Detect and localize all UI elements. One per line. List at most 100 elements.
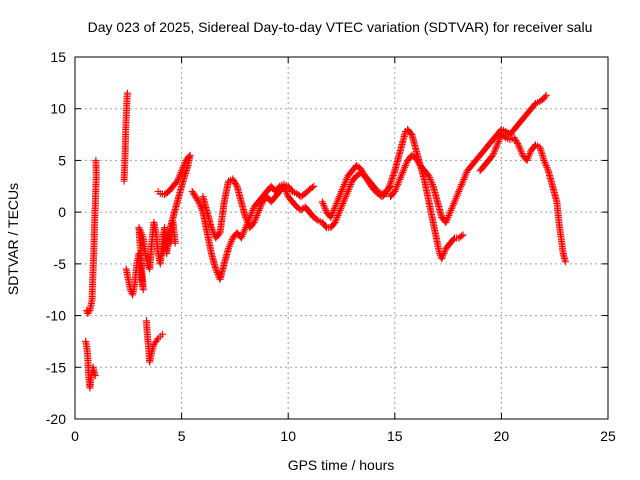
data-point-trace (448, 205, 456, 213)
data-point (442, 218, 450, 226)
data-point (514, 141, 522, 149)
data-point-trace (458, 232, 466, 240)
data-point-trace (341, 194, 349, 202)
data-point-trace (397, 172, 405, 180)
x-tick-label: 10 (280, 428, 296, 444)
data-point-trace (426, 175, 434, 183)
data-point-trace (500, 133, 508, 141)
data-point-trace (402, 160, 410, 168)
data-point (542, 91, 550, 99)
data-point (242, 213, 250, 221)
data-point (450, 198, 458, 206)
data-point (459, 231, 467, 239)
data-point-trace (359, 169, 367, 177)
data-point-trace (196, 201, 204, 209)
data-point (250, 218, 258, 226)
data-point (335, 193, 343, 201)
data-point-trace (158, 251, 166, 259)
x-tick-label: 25 (600, 428, 616, 444)
data-point-trace (281, 184, 289, 192)
data-point (254, 208, 262, 216)
data-point-trace (320, 201, 328, 209)
data-point-trace (242, 215, 250, 223)
data-point-trace (333, 198, 341, 206)
data-point (361, 172, 369, 180)
data-point-trace (248, 208, 256, 216)
data-point-trace (490, 148, 498, 156)
data-point-trace (338, 187, 345, 195)
data-point-trace (139, 232, 147, 240)
data-point-trace (541, 93, 549, 101)
x-tick-label: 5 (178, 428, 186, 444)
data-point-trace (449, 235, 457, 243)
data-point-trace (230, 176, 238, 184)
data-point-trace (338, 203, 345, 211)
data-point-trace (392, 186, 400, 194)
data-point-trace (450, 200, 458, 208)
data-point-trace (384, 184, 392, 192)
axes: 0 5 10 15 20 25 -20 -15 -10 -5 0 5 10 15 (46, 49, 616, 444)
data-point-trace (338, 186, 346, 194)
data-points (82, 89, 569, 392)
data-point-trace (335, 194, 343, 202)
data-point-trace (490, 150, 498, 158)
data-point-trace (443, 215, 451, 223)
data-point-trace (358, 168, 366, 176)
data-point-trace (332, 217, 340, 225)
data-point-trace (226, 241, 234, 249)
data-point-trace (449, 201, 457, 209)
data-point-trace (336, 206, 344, 214)
data-point-trace (243, 217, 251, 225)
data-point-trace (524, 155, 532, 163)
y-tick-label: -20 (46, 411, 66, 427)
data-point-trace (488, 153, 496, 161)
data-point-trace (457, 182, 465, 190)
data-point-trace (453, 193, 461, 201)
data-point (229, 175, 237, 183)
data-point-trace (194, 196, 202, 204)
data-point-trace (333, 213, 341, 221)
data-point-trace (543, 163, 551, 171)
data-point-trace (444, 213, 452, 221)
data-point-trace (363, 175, 371, 183)
data-point-trace (398, 170, 406, 178)
data-point-trace (454, 189, 462, 197)
data-point-trace (401, 162, 409, 170)
data-point-trace (542, 162, 550, 170)
data-point-trace (526, 150, 534, 158)
data-point-trace (396, 174, 404, 182)
data-point-trace (513, 138, 521, 146)
data-point-trace (228, 236, 236, 244)
data-point-trace (249, 220, 257, 228)
data-point (446, 208, 454, 216)
data-point-trace (453, 191, 461, 199)
data-point-trace (227, 239, 235, 247)
data-point-trace (176, 170, 184, 178)
data-point-trace (319, 200, 327, 208)
data-point (158, 330, 166, 338)
data-point-trace (458, 179, 466, 187)
data-point-trace (386, 181, 394, 189)
plot-frame (74, 56, 609, 420)
data-point-trace (339, 200, 347, 208)
data-point-trace (342, 175, 350, 183)
data-point-trace (414, 157, 422, 165)
data-point-trace (463, 168, 471, 176)
data-point-trace (231, 179, 239, 187)
data-point-trace (158, 250, 166, 258)
data-point-trace (452, 194, 460, 202)
data-point-trace (495, 137, 503, 145)
data-point (561, 258, 569, 266)
data-point (91, 372, 99, 380)
y-tick-label: -5 (54, 256, 67, 272)
data-point-trace (195, 200, 203, 208)
data-point-trace (451, 196, 459, 204)
data-point-trace (491, 146, 499, 154)
data-point-trace (241, 225, 249, 233)
data-point-trace (456, 184, 464, 192)
data-point-trace (249, 205, 257, 213)
data-point-trace (136, 225, 144, 233)
data-point-trace (338, 201, 346, 209)
data-point-trace (392, 184, 400, 192)
data-point-trace (253, 212, 261, 220)
